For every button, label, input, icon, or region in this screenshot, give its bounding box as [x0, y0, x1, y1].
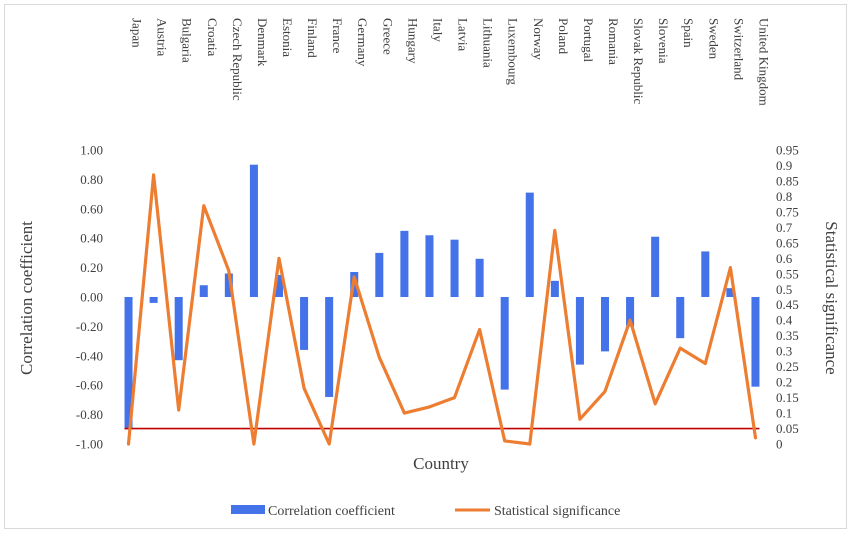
significance-line-layer: [126, 173, 758, 446]
category-label: Czech Republic: [230, 18, 245, 101]
right-tick-label: 0.25: [776, 359, 799, 374]
right-tick-label: 0.4: [776, 313, 793, 328]
category-label: Austria: [155, 18, 170, 57]
category-label: Latvia: [456, 18, 471, 51]
category-label: Slovenia: [656, 18, 671, 64]
right-tick-label: 0.65: [776, 235, 799, 250]
right-tick-label: 0.55: [776, 266, 799, 281]
category-label: Slovak Republic: [631, 18, 646, 105]
correlation-bar: [550, 280, 559, 297]
category-label: Spain: [681, 18, 696, 48]
category-label: Estonia: [280, 18, 295, 57]
left-tick-label: -0.80: [76, 407, 103, 422]
left-tick-label: -0.20: [76, 319, 103, 334]
category-label: Switzerland: [731, 18, 746, 81]
correlation-bar: [375, 252, 384, 297]
right-tick-label: 0.75: [776, 204, 799, 219]
correlation-bar: [751, 297, 760, 387]
category-label: United Kingdom: [756, 18, 771, 106]
correlation-bar: [149, 297, 158, 303]
category-label: Romania: [606, 18, 621, 65]
left-tick-label: -1.00: [76, 437, 103, 452]
correlation-bar: [475, 258, 484, 297]
correlation-bar: [626, 297, 635, 327]
right-tick-label: 0.7: [776, 220, 793, 235]
right-tick-label: 0.15: [776, 390, 799, 405]
legend: Correlation coefficient Statistical sign…: [231, 504, 620, 519]
right-tick-label: 0.05: [776, 421, 799, 436]
correlation-bar: [651, 236, 660, 297]
category-label: Luxembourg: [506, 18, 521, 85]
category-label: Japan: [130, 18, 145, 48]
correlation-bar: [300, 297, 309, 350]
category-label: Hungary: [405, 18, 420, 64]
category-label: Sweden: [706, 18, 721, 60]
legend-swatch-correlation: [231, 505, 265, 514]
correlation-bar: [274, 274, 284, 297]
category-label: Finland: [305, 18, 320, 58]
right-tick-label: 0.35: [776, 328, 799, 343]
left-tick-label: 0.60: [80, 201, 103, 216]
right-tick-label: 0.2: [776, 375, 792, 390]
category-label: Lithuania: [481, 18, 496, 68]
left-tick-label: -0.60: [76, 378, 103, 393]
correlation-bar: [124, 297, 133, 430]
right-tick-label: 0.95: [776, 143, 799, 158]
right-tick-label: 0.3: [776, 344, 792, 359]
right-tick-label: 0.8: [776, 189, 792, 204]
category-label: France: [330, 18, 345, 54]
right-tick-label: 0.5: [776, 282, 792, 297]
left-axis-ticks: 1.00 0.80 0.60 0.40 0.20 0.00 -0.20 -0.40 -0.60 -…: [76, 143, 103, 452]
left-tick-label: 0.80: [80, 172, 103, 187]
correlation-bar: [425, 235, 434, 297]
legend-label-correlation: Correlation coefficient: [268, 504, 395, 519]
correlation-bar: [726, 288, 735, 297]
right-tick-label: 0.85: [776, 173, 799, 188]
significance-line: [126, 173, 758, 446]
right-tick-label: 0: [776, 437, 783, 452]
category-labels: Japan Austria Bulgaria Croatia Czech Republi…: [130, 18, 772, 106]
category-label: Poland: [556, 18, 571, 55]
correlation-bar: [224, 273, 233, 297]
left-tick-label: 0.20: [80, 260, 103, 275]
category-label: Greece: [380, 18, 395, 55]
x-axis-title: Country: [413, 454, 469, 473]
right-tick-label: 0.1: [776, 406, 792, 421]
correlation-bar: [701, 251, 710, 297]
right-tick-label: 0.6: [776, 251, 793, 266]
right-axis-ticks: 0.950.90.850.80.750.70.650.60.550.50.450…: [776, 143, 799, 452]
category-label: Germany: [355, 18, 370, 67]
correlation-bar: [174, 297, 183, 361]
category-label: Portugal: [581, 18, 596, 62]
correlation-bar: [525, 192, 534, 297]
correlation-bar: [199, 285, 208, 297]
correlation-bar: [676, 297, 685, 339]
left-tick-label: 1.00: [80, 143, 103, 158]
correlation-bar: [600, 297, 610, 352]
correlation-bar: [450, 239, 459, 297]
correlation-bar: [500, 297, 509, 390]
correlation-bars: [124, 164, 760, 430]
legend-label-significance: Statistical significance: [494, 504, 620, 519]
right-tick-label: 0.45: [776, 297, 799, 312]
correlation-bar: [249, 164, 258, 297]
right-axis-title: Statistical significance: [822, 221, 841, 374]
left-tick-label: 0.00: [80, 290, 103, 305]
left-tick-label: -0.40: [76, 348, 103, 363]
category-label: Croatia: [205, 18, 220, 56]
correlation-bar: [400, 230, 409, 297]
left-axis-title: Correlation coefficient: [17, 221, 36, 375]
correlation-bar: [575, 297, 584, 365]
correlation-bar: [325, 297, 334, 397]
right-tick-label: 0.9: [776, 158, 792, 173]
category-label: Bulgaria: [180, 18, 195, 63]
category-label: Norway: [531, 18, 546, 60]
left-tick-label: 0.40: [80, 231, 103, 246]
category-label: Denmark: [255, 18, 270, 67]
category-label: Italy: [430, 18, 445, 42]
